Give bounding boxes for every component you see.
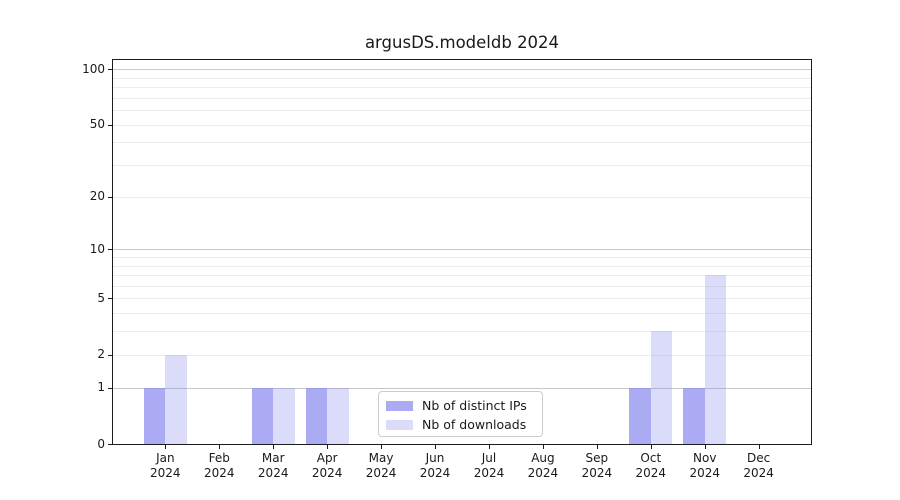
legend-swatch-distinct-ips	[386, 400, 413, 411]
x-tick-jun	[435, 445, 437, 449]
y-axis-label-50: 50	[89, 117, 105, 132]
y-gridline-minor-80	[113, 87, 811, 89]
x-tick-mar	[273, 445, 275, 449]
y-gridline-minor-4	[113, 313, 811, 315]
bar-distinct-ips-nov	[683, 387, 705, 444]
y-axis-label-1: 1	[97, 380, 105, 395]
y-gridline-major-10	[113, 249, 811, 251]
y-gridline-minor-60	[113, 110, 811, 112]
x-tick-feb	[219, 445, 221, 449]
bar-downloads-oct	[650, 331, 673, 444]
x-axis-label-feb: Feb 2024	[203, 451, 235, 480]
bar-downloads-apr	[327, 387, 349, 444]
legend-label-downloads: Nb of downloads	[422, 417, 527, 432]
x-tick-nov	[704, 445, 706, 449]
x-axis-label-dec: Dec 2024	[743, 451, 774, 480]
bar-downloads-nov	[704, 275, 727, 444]
x-axis-label-aug: Aug 2024	[527, 451, 559, 480]
x-axis-label-may: May 2024	[365, 451, 397, 480]
y-gridline-minor-50	[113, 124, 811, 126]
y-tick-2	[108, 354, 112, 356]
x-axis-label-jun: Jun 2024	[419, 451, 451, 480]
y-gridline-minor-90	[113, 77, 811, 79]
legend-item-distinct-ips: Nb of distinct IPs	[386, 396, 534, 415]
x-axis-label-jul: Jul 2024	[473, 451, 505, 480]
y-axis-label-2: 2	[97, 347, 105, 362]
y-tick-5	[108, 298, 112, 300]
x-axis-label-nov: Nov 2024	[689, 451, 720, 480]
plot-area	[112, 59, 812, 445]
y-tick-100	[108, 69, 112, 71]
y-tick-20	[108, 196, 112, 198]
x-tick-oct	[650, 445, 652, 449]
y-gridline-major-1	[113, 387, 811, 389]
y-gridline-minor-30	[113, 165, 811, 167]
y-gridline-minor-9	[113, 256, 811, 258]
x-axis-label-oct: Oct 2024	[635, 451, 667, 480]
y-axis-label-0: 0	[97, 436, 105, 451]
chart-title: argusDS.modeldb 2024	[364, 33, 560, 52]
x-tick-jul	[488, 445, 490, 449]
y-gridline-minor-20	[113, 196, 811, 198]
y-gridline-minor-5	[113, 298, 811, 300]
y-gridline-minor-2	[113, 354, 811, 356]
y-gridline-major-100	[113, 69, 811, 71]
legend-label-distinct-ips: Nb of distinct IPs	[422, 398, 527, 413]
x-axis-label-mar: Mar 2024	[257, 451, 289, 480]
y-gridline-minor-3	[113, 331, 811, 333]
legend-item-downloads: Nb of downloads	[386, 415, 534, 434]
y-gridline-minor-8	[113, 265, 811, 267]
y-gridline-minor-40	[113, 142, 811, 144]
y-gridline-minor-6	[113, 285, 811, 287]
bar-downloads-jan	[165, 354, 187, 444]
y-axis-label-100: 100	[82, 61, 105, 76]
x-tick-may	[381, 445, 383, 449]
y-axis-label-10: 10	[89, 241, 105, 256]
y-gridline-minor-7	[113, 275, 811, 277]
bar-distinct-ips-oct	[629, 387, 651, 444]
x-axis-label-sep: Sep 2024	[581, 451, 613, 480]
y-tick-1	[108, 387, 112, 389]
legend-swatch-downloads	[386, 419, 413, 430]
y-tick-0	[108, 444, 112, 445]
x-tick-sep	[596, 445, 598, 449]
y-gridline-minor-70	[113, 97, 811, 99]
y-tick-50	[108, 124, 112, 126]
x-tick-dec	[758, 445, 760, 449]
bar-distinct-ips-mar	[251, 387, 274, 444]
legend: Nb of distinct IPs Nb of downloads	[378, 391, 543, 437]
y-axis-label-5: 5	[97, 290, 105, 305]
x-axis-label-jan: Jan 2024	[150, 451, 181, 480]
y-tick-10	[108, 249, 112, 251]
x-tick-jan	[165, 445, 167, 449]
bar-distinct-ips-apr	[305, 387, 328, 444]
bar-distinct-ips-jan	[143, 387, 166, 444]
x-tick-apr	[327, 445, 329, 449]
x-axis-label-apr: Apr 2024	[311, 451, 343, 480]
x-tick-aug	[542, 445, 544, 449]
y-axis-label-20: 20	[89, 189, 105, 204]
bar-downloads-mar	[273, 387, 295, 444]
